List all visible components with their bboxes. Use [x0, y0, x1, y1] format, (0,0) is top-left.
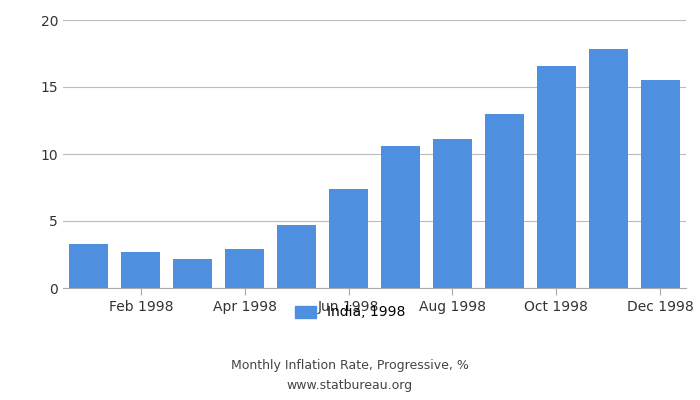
Bar — [381, 146, 420, 288]
Bar — [589, 50, 628, 288]
Bar — [69, 244, 108, 288]
Bar — [433, 139, 472, 288]
Legend: India, 1998: India, 1998 — [289, 300, 411, 325]
Bar — [174, 258, 212, 288]
Text: Monthly Inflation Rate, Progressive, %: Monthly Inflation Rate, Progressive, % — [231, 360, 469, 372]
Bar — [537, 66, 575, 288]
Bar — [640, 80, 680, 288]
Text: www.statbureau.org: www.statbureau.org — [287, 380, 413, 392]
Bar — [329, 189, 368, 288]
Bar — [225, 249, 264, 288]
Bar — [277, 225, 316, 288]
Bar — [121, 252, 160, 288]
Bar — [485, 114, 524, 288]
